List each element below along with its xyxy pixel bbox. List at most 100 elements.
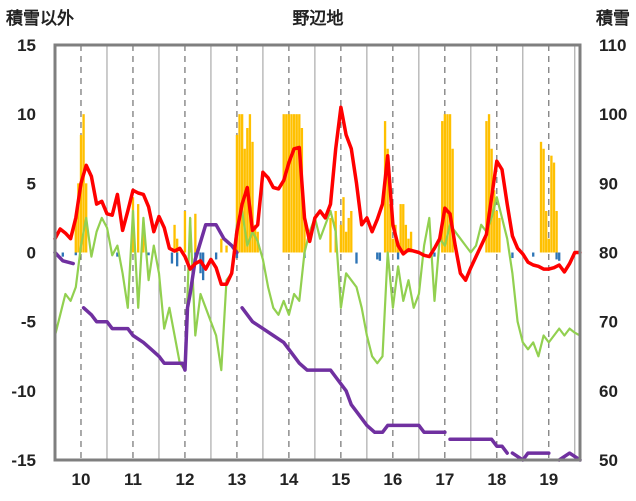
plot-frame <box>53 43 582 462</box>
gridlines <box>80 45 576 460</box>
blue-bar <box>532 252 535 257</box>
gold-bar <box>290 114 293 253</box>
gold-bar <box>409 231 413 253</box>
gold-bar <box>547 238 550 253</box>
y-right-tick-label: 100 <box>599 105 627 124</box>
gold-bar <box>285 114 288 253</box>
gold-bar <box>552 162 556 253</box>
gold-bar <box>347 217 350 253</box>
gold-bar <box>295 114 298 253</box>
y-right-tick-label: 70 <box>599 313 618 332</box>
gold-bar <box>446 114 449 253</box>
line-series <box>53 105 582 462</box>
x-tick-label: 16 <box>383 470 402 489</box>
gold-bar <box>396 245 400 253</box>
right-axis-label: 積雪 <box>596 8 630 28</box>
gold-bar <box>82 114 85 253</box>
y-left-tick-label: 15 <box>17 36 36 55</box>
y-left-tick-label: -5 <box>21 313 36 332</box>
blue-bar <box>376 252 379 260</box>
gold-bar <box>542 148 545 253</box>
gold-bar <box>292 114 296 253</box>
blue-bar <box>175 252 179 267</box>
gold-bar <box>194 213 197 253</box>
gold-bar <box>225 245 228 253</box>
purple-series-line <box>448 437 509 455</box>
gold-bar <box>142 224 145 253</box>
gold-bar <box>287 114 291 253</box>
gold-bar <box>350 211 353 253</box>
gold-bar <box>235 134 239 253</box>
x-tick-label: 14 <box>279 470 298 489</box>
y-left-tick-label: 10 <box>17 105 36 124</box>
x-tick-label: 12 <box>175 470 194 489</box>
gold-bar <box>183 211 187 253</box>
gold-bar <box>329 217 332 253</box>
blue-bar <box>235 252 239 259</box>
left-axis-label: 積雪以外 <box>6 8 74 28</box>
gold-bar <box>495 211 499 253</box>
gold-bar <box>487 114 491 253</box>
blue-bar <box>355 252 358 264</box>
gold-bar <box>389 204 392 253</box>
gold-bar <box>303 217 306 253</box>
gold-bar <box>402 204 405 253</box>
gold-bar <box>136 204 140 253</box>
purple-series-line <box>510 451 551 462</box>
x-tick-label: 11 <box>124 470 142 489</box>
gold-bar <box>220 238 223 253</box>
blue-bar <box>396 252 400 260</box>
gold-bar <box>550 155 553 253</box>
gold-bar <box>240 114 244 253</box>
y-right-tick-label: 90 <box>599 174 618 193</box>
blue-bar <box>378 252 382 261</box>
red-series-line <box>53 105 582 287</box>
gold-bar <box>344 231 348 253</box>
blue-bar <box>170 252 174 264</box>
purple-series-line <box>240 306 447 435</box>
y-right-tick-label: 60 <box>599 382 618 401</box>
x-tick-label: 17 <box>435 470 454 489</box>
x-tick-label: 19 <box>539 470 558 489</box>
gold-bar <box>485 121 488 253</box>
blue-bar <box>116 252 119 257</box>
x-tick-label: 15 <box>331 470 350 489</box>
gold-bar <box>386 148 389 253</box>
x-tick-label: 13 <box>227 470 246 489</box>
gold-bar <box>451 148 454 253</box>
gold-bar <box>407 238 410 253</box>
gold-bar <box>175 238 179 253</box>
purple-series-line <box>53 250 75 266</box>
gold-bar <box>339 224 343 253</box>
blue-bar <box>511 252 514 259</box>
y-left-tick-label: -15 <box>11 451 36 470</box>
gold-bar <box>441 121 444 253</box>
blue-bar <box>147 252 150 256</box>
y-left-tick-label: 5 <box>27 174 36 193</box>
gold-bar <box>448 114 452 253</box>
gold-bar <box>498 217 501 253</box>
blue-bar <box>214 252 218 260</box>
blue-bar <box>555 252 558 260</box>
chart-title: 野辺地 <box>293 8 344 28</box>
y-left-tick-label: -10 <box>11 382 36 401</box>
gold-bar <box>248 114 252 253</box>
x-tick-label: 18 <box>487 470 506 489</box>
gold-bar <box>391 238 395 253</box>
gold-bar <box>251 141 254 253</box>
blue-bar <box>74 252 77 256</box>
x-tick-label: 10 <box>72 470 91 489</box>
gold-bar <box>74 217 77 253</box>
blue-bar <box>433 252 436 257</box>
gold-bar <box>342 197 345 253</box>
blue-bar <box>61 252 64 257</box>
y-right-tick-label: 50 <box>599 451 618 470</box>
gold-bar <box>539 141 543 253</box>
gold-bar <box>545 211 548 253</box>
gold-bar <box>555 211 558 253</box>
gold-bar <box>77 183 80 253</box>
purple-series-line <box>81 223 239 372</box>
green-series-line <box>53 196 582 372</box>
y-left-tick-label: 0 <box>27 244 36 263</box>
